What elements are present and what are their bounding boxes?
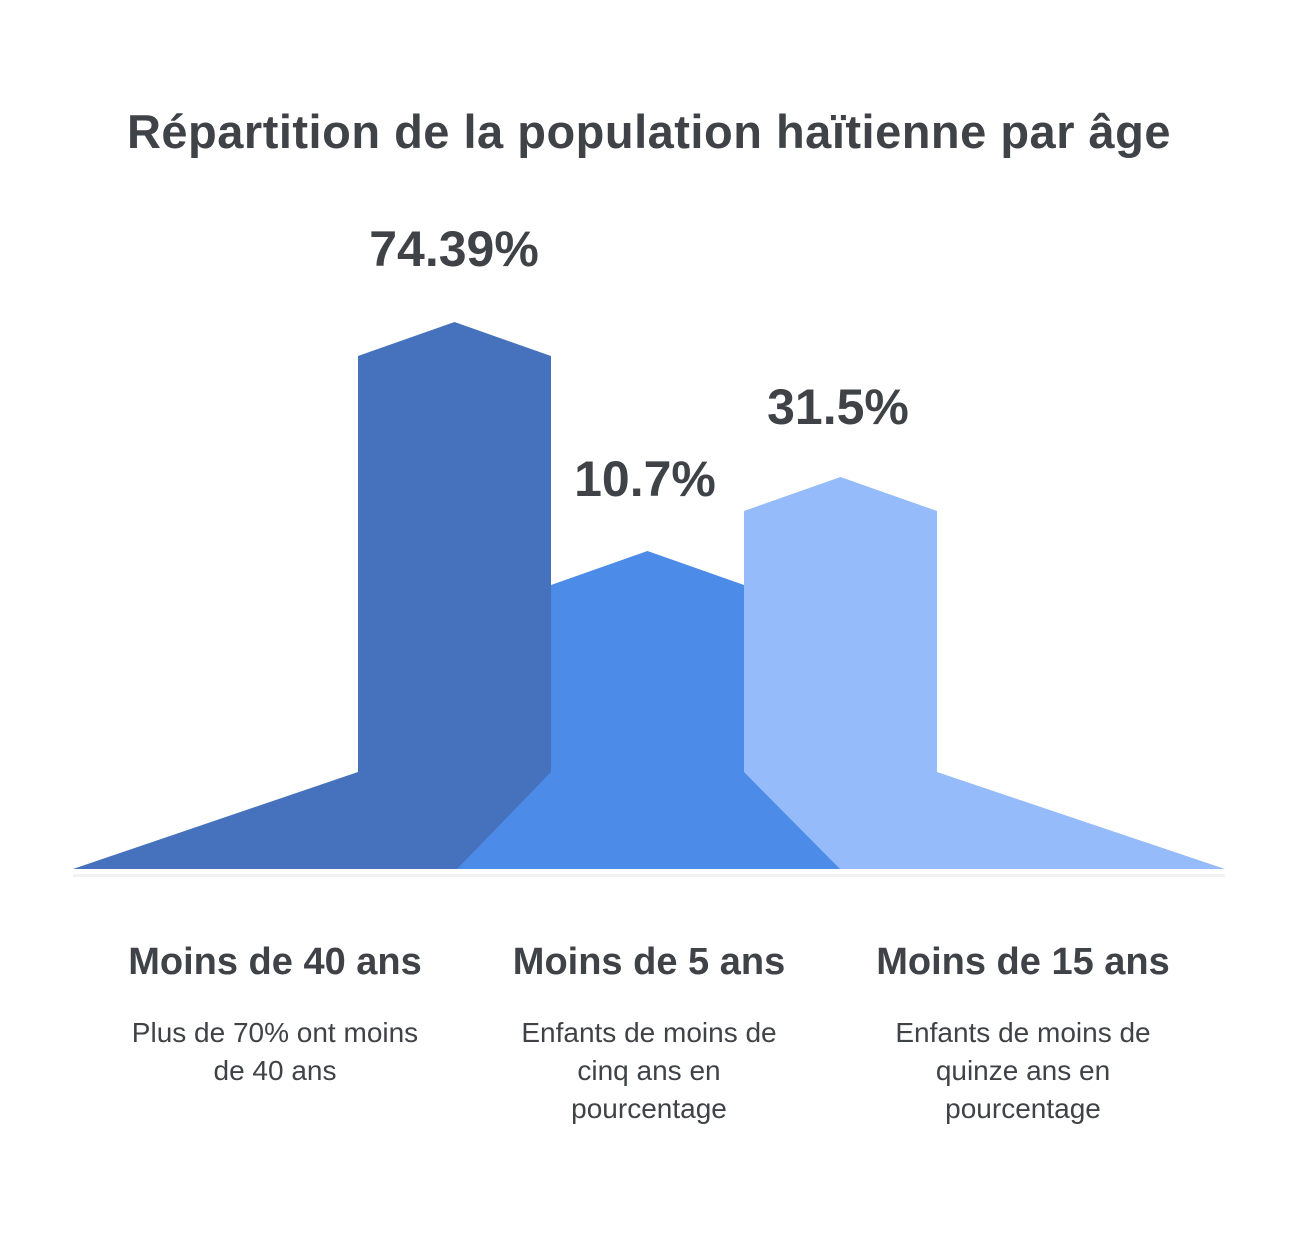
category-column-moins-de-40-ans: Moins de 40 ans Plus de 70% ont moins de… [88, 938, 462, 1128]
category-label-moins-de-5-ans: Moins de 5 ans [512, 941, 786, 983]
category-labels-row: Moins de 40 ans Plus de 70% ont moins de… [88, 938, 1210, 1128]
peak-shape-moins-de-40-ans [73, 322, 646, 869]
value-label-moins-de-5-ans: 10.7% [574, 451, 716, 507]
category-description-moins-de-40-ans: Plus de 70% ont moins de 40 ans [131, 1017, 419, 1086]
category-column-moins-de-15-ans: Moins de 15 ans Enfants de moins de quin… [836, 938, 1210, 1128]
peak-shape-moins-de-5-ans [457, 551, 840, 869]
chart-title: Répartition de la population haïtienne p… [126, 105, 1172, 158]
peak-shape-moins-de-15-ans [649, 477, 1225, 869]
category-column-moins-de-5-ans: Moins de 5 ans Enfants de moins de cinq … [462, 938, 836, 1128]
value-label-moins-de-15-ans: 31.5% [767, 379, 909, 435]
category-label-moins-de-40-ans: Moins de 40 ans [128, 941, 422, 983]
category-description-moins-de-15-ans: Enfants de moins de quinze ans en pource… [895, 1017, 1151, 1124]
category-description-moins-de-5-ans: Enfants de moins de cinq ans en pourcent… [521, 1017, 777, 1124]
value-label-moins-de-40-ans: 74.39% [369, 221, 539, 277]
baseline-shadow [73, 874, 1225, 877]
category-label-moins-de-15-ans: Moins de 15 ans [876, 941, 1170, 983]
